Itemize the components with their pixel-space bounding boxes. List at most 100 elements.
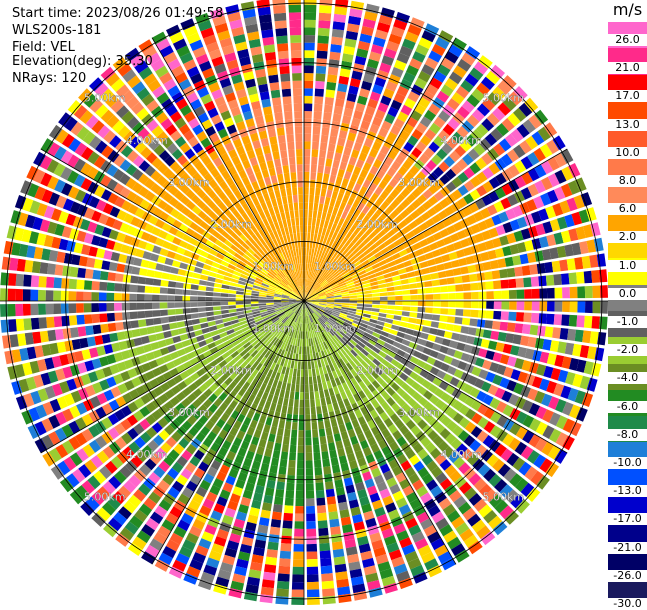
velocity-gate [334, 299, 342, 301]
velocity-gate [555, 288, 563, 299]
velocity-gate [305, 407, 310, 415]
velocity-gate [191, 284, 199, 290]
velocity-gate [305, 362, 308, 370]
velocity-gate [438, 322, 447, 329]
velocity-gate [402, 290, 410, 295]
velocity-gate [386, 282, 394, 287]
velocity-gate [167, 302, 175, 308]
velocity-gate [320, 558, 332, 567]
velocity-gate [129, 303, 137, 310]
velocity-gate [206, 312, 214, 317]
velocity-gate [394, 286, 402, 291]
velocity-gate [280, 543, 291, 551]
velocity-gate [114, 283, 122, 291]
velocity-gate [298, 438, 304, 446]
velocity-gate [115, 322, 124, 331]
velocity-gate [575, 330, 584, 343]
velocity-gate [308, 218, 312, 226]
velocity-gate [320, 0, 333, 6]
velocity-gate [222, 314, 230, 319]
velocity-gate [407, 272, 416, 278]
velocity-gate [329, 511, 339, 520]
velocity-gate [92, 270, 101, 280]
velocity-gate [529, 264, 538, 275]
velocity-gate [76, 315, 84, 325]
velocity-gate [175, 309, 183, 315]
velocity-gate [194, 267, 203, 274]
velocity-gate [314, 452, 321, 460]
velocity-gate [274, 443, 281, 452]
velocity-gate [310, 392, 315, 400]
velocity-gate [490, 260, 499, 269]
velocity-gate [295, 521, 305, 529]
velocity-gate [451, 260, 460, 268]
velocity-gate [316, 66, 326, 74]
velocity-gate [282, 89, 291, 97]
velocity-gate [315, 467, 323, 475]
velocity-gate [364, 287, 372, 291]
velocity-gate [437, 329, 446, 337]
velocity-gate [265, 557, 277, 566]
velocity-gate [404, 334, 413, 341]
velocity-gate [311, 361, 315, 369]
velocity-gate [301, 248, 303, 256]
velocity-gate [323, 413, 329, 421]
velocity-gate [574, 257, 583, 270]
velocity-gate [265, 417, 272, 426]
velocity-gate [130, 320, 139, 328]
velocity-gate [46, 317, 55, 328]
velocity-gate [336, 441, 344, 450]
velocity-gate [288, 468, 296, 476]
velocity-gate [388, 296, 396, 300]
velocity-gate [102, 334, 111, 344]
velocity-gate [379, 288, 387, 292]
velocity-gate [333, 14, 346, 23]
velocity-gate [198, 302, 206, 307]
velocity-gate [493, 311, 501, 320]
velocity-gate [264, 448, 272, 457]
velocity-gate [294, 202, 299, 210]
velocity-gate [406, 329, 415, 336]
velocity-gate [513, 334, 522, 344]
velocity-gate [315, 226, 319, 234]
velocity-gate [259, 303, 267, 305]
velocity-gate [490, 331, 499, 340]
velocity-gate [314, 361, 318, 369]
velocity-gate [38, 276, 46, 288]
velocity-gate [312, 149, 319, 157]
velocity-gate [295, 126, 302, 134]
velocity-gate [265, 52, 276, 61]
velocity-gate [310, 233, 314, 241]
velocity-gate [15, 289, 23, 301]
velocity-gate [418, 301, 426, 306]
velocity-gate [314, 460, 322, 468]
velocity-gate [539, 313, 547, 324]
velocity-gate [332, 465, 340, 474]
velocity-gate [160, 295, 168, 301]
velocity-gate [538, 276, 546, 287]
velocity-gate [276, 36, 288, 45]
velocity-gate [53, 304, 61, 315]
velocity-gate [322, 181, 328, 189]
velocity-gate [101, 260, 110, 270]
velocity-gate [286, 383, 291, 391]
velocity-gate [160, 310, 168, 317]
velocity-gate [570, 287, 578, 299]
velocity-gate [413, 331, 422, 338]
velocity-gate [337, 138, 345, 147]
velocity-gate [304, 339, 306, 347]
velocity-gate [131, 266, 140, 274]
velocity-gate [567, 329, 576, 341]
velocity-gate [172, 260, 181, 268]
velocity-gate [327, 496, 336, 505]
velocity-gate [304, 126, 311, 134]
velocity-gate [378, 317, 386, 322]
velocity-gate [289, 368, 293, 376]
velocity-gate [306, 445, 313, 453]
velocity-gate [301, 377, 305, 385]
velocity-gate [304, 81, 313, 89]
range-ring-label: 3.00km [168, 176, 210, 189]
velocity-gate [508, 279, 516, 288]
velocity-gate [266, 184, 273, 193]
velocity-gate [268, 434, 276, 443]
